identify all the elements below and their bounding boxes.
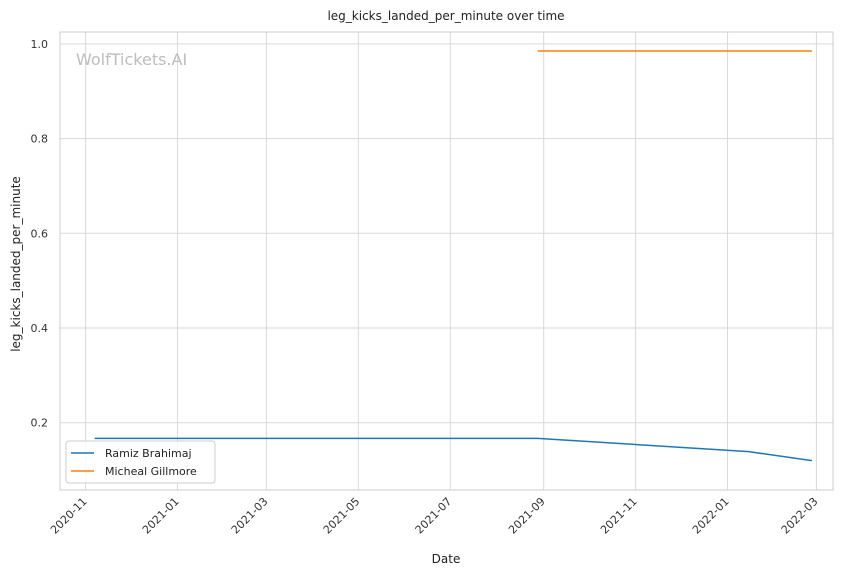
y-axis-label: leg_kicks_landed_per_minute — [9, 176, 23, 352]
series-lines — [94, 50, 813, 462]
y-tick-label: 1.0 — [31, 38, 49, 51]
chart-title: leg_kicks_landed_per_minute over time — [327, 9, 564, 23]
legend-label: Ramiz Brahimaj — [105, 447, 192, 460]
y-tick-label: 0.8 — [31, 133, 49, 146]
plot-background — [60, 32, 833, 490]
watermark-text: WolfTickets.AI — [76, 50, 187, 69]
legend-box — [65, 440, 216, 484]
y-axis-ticks: 0.2 0.4 0.6 0.8 1.0 — [31, 38, 49, 430]
y-tick-label: 0.2 — [31, 417, 49, 430]
x-axis-label: Date — [432, 552, 461, 566]
legend-label: Micheal Gillmore — [105, 465, 197, 478]
gridlines — [60, 32, 833, 490]
legend: Ramiz Brahimaj Micheal Gillmore — [65, 440, 216, 484]
plot-frame — [59, 31, 834, 491]
y-tick-label: 0.6 — [31, 227, 49, 240]
y-tick-label: 0.4 — [31, 322, 49, 335]
series-line-1 — [94, 437, 813, 462]
plot-area: WolfTickets.AI — [59, 31, 834, 491]
